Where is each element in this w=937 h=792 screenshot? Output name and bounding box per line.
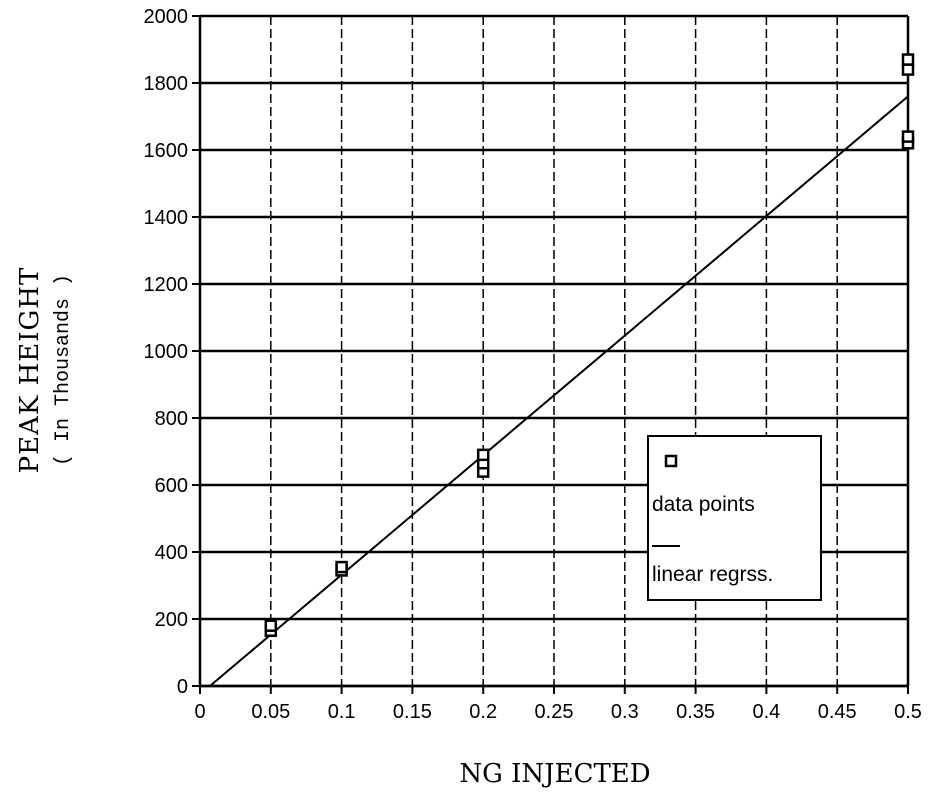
y-tick-label: 1200	[144, 274, 189, 296]
data-point	[335, 560, 348, 574]
data-point	[264, 619, 278, 632]
x-tick-label: 0.5	[894, 701, 922, 723]
y-tick-label: 1000	[144, 341, 189, 363]
y-axis-sublabel: ( In Thousands )	[52, 274, 75, 466]
legend-label-data-points: data points	[652, 493, 755, 516]
y-axis-label: PEAK HEIGHT	[15, 267, 45, 474]
data-point	[901, 53, 915, 66]
y-tick-label: 0	[177, 676, 188, 698]
regression-line-series	[209, 95, 909, 687]
data-point	[901, 63, 915, 76]
y-tick-label: 1800	[144, 73, 189, 95]
legend-square-marker	[664, 454, 678, 468]
x-tick-label: 0.45	[818, 701, 857, 723]
y-tick-label: 400	[155, 542, 188, 564]
x-tick-labels: 0 0.05 0.1 0.15 0.2 0.25 0.3 0.35 0.4 0.45 0.5	[194, 701, 921, 723]
data-point	[476, 448, 490, 462]
x-tick-label: 0.05	[251, 701, 290, 723]
data-point-series	[264, 53, 915, 637]
x-tick-label: 0.3	[611, 701, 639, 723]
x-tick-label: 0.4	[752, 701, 780, 723]
y-tick-label: 1400	[144, 207, 189, 229]
x-tick-label: 0.15	[393, 701, 432, 723]
legend-label-linear-regression: linear regrss.	[652, 563, 773, 586]
x-tick-label: 0.25	[535, 701, 574, 723]
y-tick-label: 1600	[144, 140, 189, 162]
y-tick-label: 2000	[144, 6, 189, 28]
y-tick-label: 600	[155, 475, 188, 497]
x-tick-label: 0.1	[328, 701, 356, 723]
x-tick-label: 0	[194, 701, 205, 723]
regression-line	[209, 95, 909, 687]
y-tick-label: 800	[155, 408, 188, 430]
legend: data points linear regrss.	[647, 435, 822, 601]
grid	[200, 14, 908, 688]
data-point	[901, 130, 915, 143]
x-tick-label: 0.35	[676, 701, 715, 723]
y-tick-labels: 0 200 400 600 800 1000 1200 1400 1600 1800 2000	[144, 6, 189, 698]
axes	[192, 15, 910, 694]
x-axis-label: NG INJECTED	[459, 759, 650, 789]
x-tick-label: 0.2	[469, 701, 497, 723]
y-tick-label: 200	[155, 609, 188, 631]
